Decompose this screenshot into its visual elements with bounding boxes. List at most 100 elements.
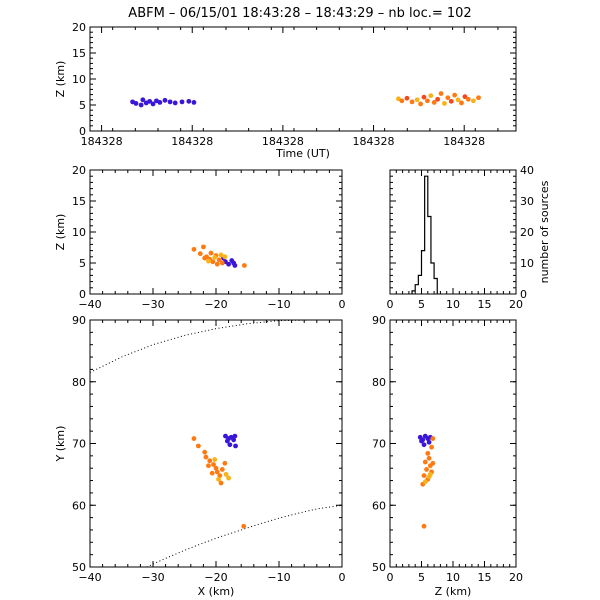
x-axis-label: Z (km): [435, 585, 472, 598]
data-point-cluster: [219, 481, 223, 485]
data-point-cluster: [220, 467, 224, 471]
data-point: [191, 100, 197, 105]
data-point-cluster: [427, 456, 431, 460]
data-point: [421, 473, 427, 479]
x-tick-label: 5: [418, 571, 425, 584]
y-tick-label: 40: [520, 164, 534, 177]
data-point: [233, 443, 238, 449]
x-tick-label: 184328: [262, 135, 304, 148]
data-point: [442, 101, 447, 106]
data-point: [214, 469, 220, 475]
data-point-cluster: [427, 440, 431, 444]
data-point: [431, 100, 437, 105]
data-point: [459, 100, 464, 106]
data-point: [419, 438, 424, 444]
data-point: [399, 98, 405, 104]
y-tick-label: 10: [520, 257, 534, 270]
y-tick-label: 80: [372, 376, 386, 389]
data-point: [476, 95, 481, 101]
range-ring: [146, 504, 343, 568]
data-point-cluster: [223, 255, 227, 259]
x-tick-label: 10: [446, 298, 460, 311]
data-point: [448, 98, 454, 104]
x-tick-label: −20: [204, 298, 227, 311]
data-point: [202, 449, 208, 455]
data-point-cluster: [242, 263, 246, 267]
time-height-panel: 184328 184328 184328 184328 18432805101520Ti…: [54, 21, 517, 160]
data-point: [179, 99, 185, 105]
data-point: [138, 102, 144, 108]
data-point-cluster: [431, 437, 435, 441]
xy-plan-panel: −40 −30 −20 −10 0 50 60 70 80 90 X (km) Y (km): [54, 314, 346, 598]
data-point-cluster: [192, 437, 196, 441]
data-point: [217, 473, 223, 479]
x-tick-label: 0: [339, 298, 346, 311]
data-point-cluster: [427, 475, 431, 479]
data-point-cluster: [213, 458, 217, 462]
data-point: [427, 471, 433, 477]
x-tick-label: 15: [478, 298, 492, 311]
data-point-cluster: [204, 455, 208, 459]
plot-frame: [389, 319, 517, 568]
data-point: [409, 99, 415, 105]
x-tick-label: 0: [387, 298, 394, 311]
data-point: [226, 475, 232, 481]
data-point: [167, 99, 173, 105]
data-point: [211, 462, 216, 467]
y-tick-label: 70: [72, 438, 86, 451]
x-tick-label: −40: [78, 298, 101, 311]
plot-frame: [89, 169, 343, 295]
data-point: [231, 260, 237, 266]
y-tick-label: 80: [72, 376, 86, 389]
data-point: [206, 258, 211, 264]
y-tick-label: 50: [372, 561, 386, 574]
y-tick-label: 0: [520, 288, 527, 301]
x-tick-label: 15: [478, 571, 492, 584]
data-point: [226, 261, 232, 267]
data-point: [210, 259, 216, 265]
data-point: [208, 250, 214, 256]
data-point-cluster: [192, 247, 196, 251]
y-tick-label: 0: [79, 125, 86, 138]
y-axis-label: Y (km): [54, 426, 67, 463]
y-tick-label: 20: [72, 164, 86, 177]
data-point: [421, 442, 427, 448]
y-tick-label: 15: [72, 195, 86, 208]
y-tick-label: 10: [72, 226, 86, 239]
data-point: [201, 244, 206, 250]
histogram-steps: [411, 175, 438, 294]
xz-side-panel: −40 −30 −20 −10 0 0 5 10 15 20 Z (km): [54, 164, 346, 311]
data-point: [232, 433, 238, 439]
data-point: [147, 98, 153, 104]
data-point-cluster: [418, 435, 422, 439]
plot-frame: [389, 169, 517, 295]
data-point: [216, 257, 222, 263]
plot-frame: [89, 319, 343, 568]
data-point: [425, 450, 431, 456]
data-point: [133, 101, 139, 106]
x-tick-label: −30: [141, 298, 164, 311]
data-point: [429, 444, 434, 450]
y-tick-label: 20: [520, 226, 534, 239]
data-point: [430, 460, 436, 466]
y-tick-label: 60: [372, 499, 386, 512]
data-point: [209, 470, 215, 476]
data-point: [421, 94, 427, 100]
data-point-cluster: [223, 260, 227, 264]
data-point-cluster: [203, 256, 207, 260]
data-point: [424, 98, 430, 104]
x-axis-label: X (km): [198, 585, 235, 598]
y-tick-label: 5: [79, 99, 86, 112]
data-point: [223, 471, 229, 477]
data-point: [471, 98, 476, 104]
y-tick-label: 50: [72, 561, 86, 574]
data-point: [197, 251, 203, 257]
data-point: [455, 97, 461, 103]
data-point: [195, 443, 201, 449]
data-point: [140, 97, 146, 103]
data-point: [404, 95, 410, 101]
x-tick-label: 184328: [353, 135, 395, 148]
data-point-cluster: [233, 263, 237, 267]
data-point: [157, 100, 163, 105]
data-point-cluster: [223, 434, 227, 438]
